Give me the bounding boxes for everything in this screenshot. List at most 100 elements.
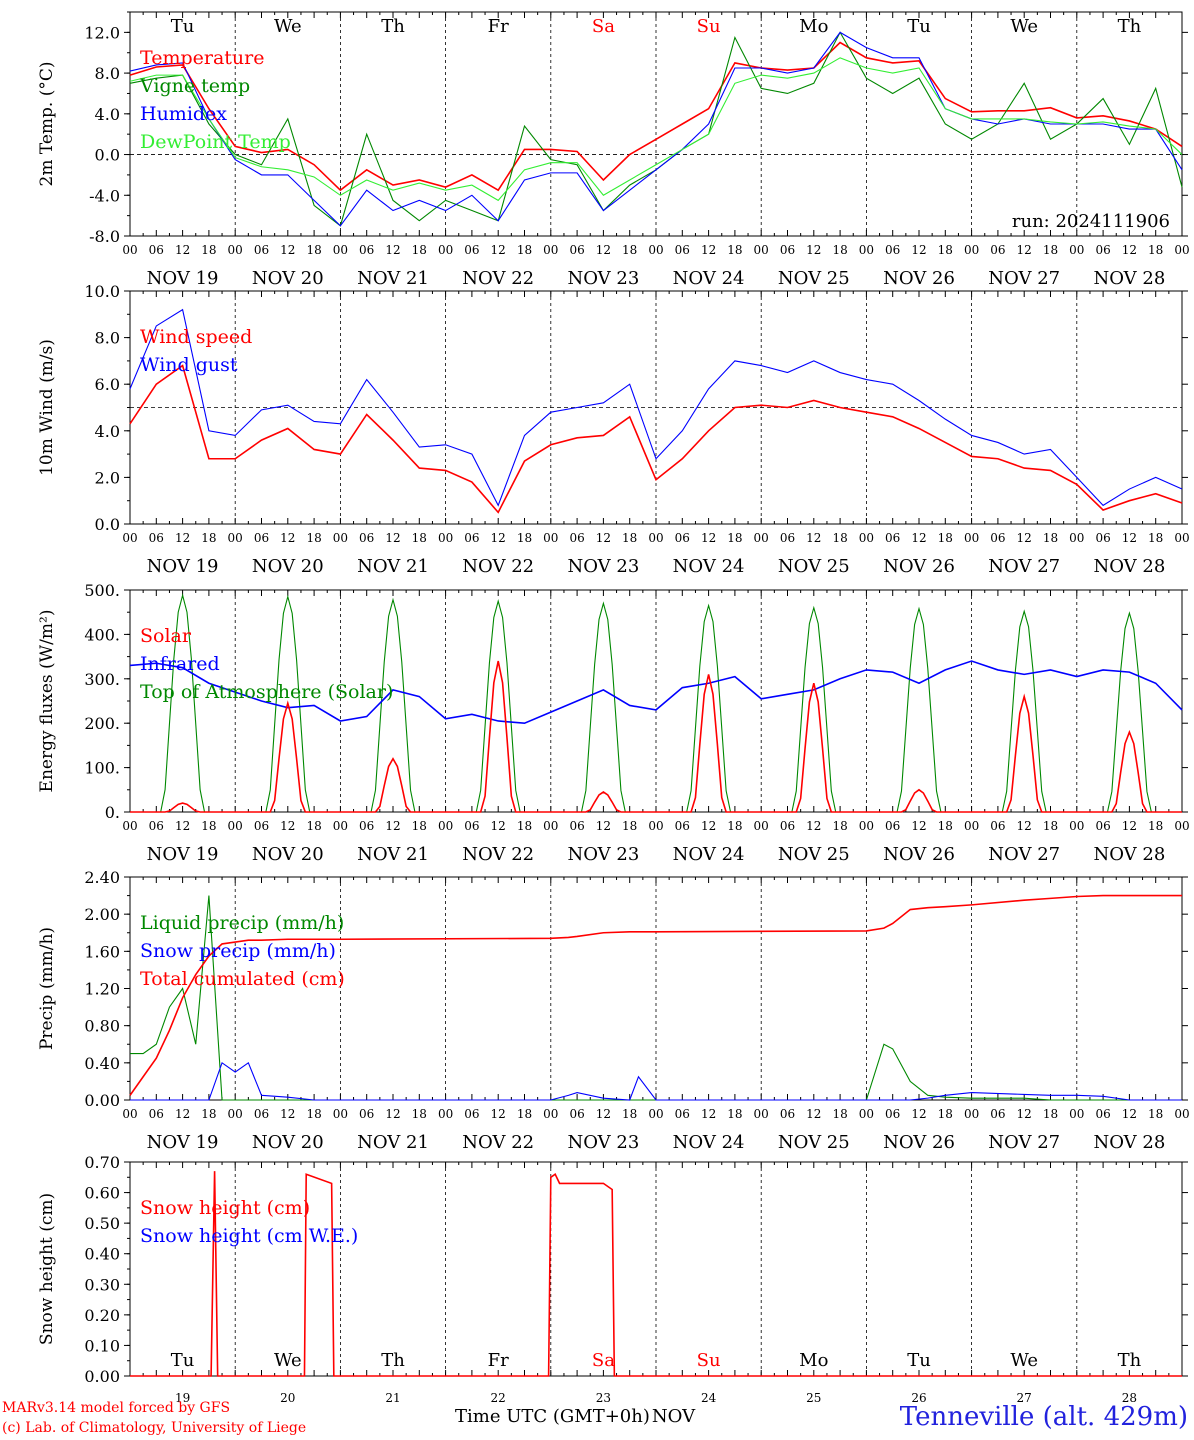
x-hour-label: 06: [359, 531, 374, 545]
series-line: [129, 364, 1183, 514]
y-tick-label: -4.0: [89, 186, 120, 205]
x-hour-label: 12: [1017, 819, 1032, 833]
x-date-label: NOV 27: [988, 556, 1060, 577]
x-date-label: NOV 22: [462, 844, 534, 865]
x-hour-label: 06: [780, 531, 795, 545]
legend-entry: Snow precip (mm/h): [140, 940, 336, 962]
y-tick-label: 4.0: [95, 105, 120, 124]
x-hour-label: 12: [385, 819, 400, 833]
x-date-label: NOV 22: [462, 1132, 534, 1153]
x-hour-label: 00: [438, 1107, 453, 1121]
x-hour-label: 18: [412, 531, 427, 545]
x-hour-label: 18: [832, 243, 847, 257]
x-hour-label: 00: [543, 819, 558, 833]
x-hour-label: 12: [596, 531, 611, 545]
x-hour-label: 12: [806, 1107, 821, 1121]
x-hour-label: 12: [596, 243, 611, 257]
x-hour-label: 18: [201, 243, 216, 257]
x-hour-label: 06: [569, 1107, 584, 1121]
x-hour-label: 00: [964, 531, 979, 545]
x-hour-label: 12: [491, 243, 506, 257]
x-hour-label: 18: [306, 819, 321, 833]
x-hour-label: 18: [727, 1107, 742, 1121]
weekday-label: Fr: [488, 1350, 509, 1371]
legend-entry: Vigne temp: [139, 75, 250, 97]
series-line: [129, 31, 1183, 227]
x-date-label: NOV 25: [778, 268, 850, 289]
x-hour-label: 00: [1069, 531, 1084, 545]
x-hour-label: 06: [885, 819, 900, 833]
weekday-label: Th: [381, 16, 405, 37]
x-day-number: 24: [701, 1391, 717, 1405]
legend-entry: Solar: [140, 625, 192, 647]
x-hour-label: 00: [859, 819, 874, 833]
x-date-label: NOV 25: [778, 844, 850, 865]
x-hour-label: 06: [990, 243, 1005, 257]
x-hour-label: 06: [149, 531, 164, 545]
x-hour-label: 06: [254, 1107, 269, 1121]
weekday-label: Sa: [592, 16, 615, 37]
x-hour-label: 00: [333, 819, 348, 833]
x-day-number: 25: [806, 1391, 821, 1405]
x-day-number: 20: [280, 1391, 295, 1405]
x-day-number: 26: [911, 1391, 926, 1405]
x-hour-label: 12: [911, 1107, 926, 1121]
x-hour-label: 18: [1148, 1107, 1163, 1121]
x-hour-label: 18: [1148, 819, 1163, 833]
x-hour-label: 00: [122, 243, 137, 257]
x-hour-label: 00: [543, 243, 558, 257]
x-hour-label: 00: [1174, 243, 1189, 257]
x-hour-label: 06: [1095, 1107, 1110, 1121]
x-hour-label: 00: [859, 1107, 874, 1121]
y-tick-label: 6.0: [95, 375, 120, 394]
y-tick-label: 0.60: [84, 1184, 120, 1203]
x-hour-label: 06: [675, 243, 690, 257]
legend-entry: Temperature: [140, 47, 264, 69]
x-hour-label: 12: [1122, 1107, 1137, 1121]
x-day-number: 21: [385, 1391, 400, 1405]
x-date-label: NOV 27: [988, 268, 1060, 289]
y-tick-label: 4.0: [95, 422, 120, 441]
x-hour-label: 06: [254, 243, 269, 257]
x-hour-label: 06: [990, 1107, 1005, 1121]
x-date-label: NOV 20: [252, 268, 324, 289]
x-hour-label: 00: [228, 531, 243, 545]
y-tick-label: 0.00: [84, 1091, 120, 1110]
weekday-label: Th: [381, 1350, 405, 1371]
x-hour-label: 12: [175, 1107, 190, 1121]
weekday-label: We: [274, 16, 302, 37]
x-hour-label: 12: [701, 1107, 716, 1121]
x-hour-label: 12: [1017, 243, 1032, 257]
x-date-label: NOV 20: [252, 556, 324, 577]
weekday-label: Th: [1118, 16, 1142, 37]
x-hour-label: 00: [1069, 1107, 1084, 1121]
y-tick-label: 100.: [84, 759, 120, 778]
x-date-label: NOV 20: [252, 1132, 324, 1153]
weekday-label: Sa: [592, 1350, 615, 1371]
y-tick-label: 8.0: [95, 64, 120, 83]
x-hour-label: 18: [517, 819, 532, 833]
x-date-label: NOV 22: [462, 556, 534, 577]
x-hour-label: 12: [1122, 243, 1137, 257]
x-hour-label: 12: [280, 531, 295, 545]
x-date-label: NOV 23: [567, 1132, 639, 1153]
x-date-label: NOV 21: [357, 556, 429, 577]
x-hour-label: 06: [569, 531, 584, 545]
x-hour-label: 06: [149, 1107, 164, 1121]
y-tick-label: 2.0: [95, 468, 120, 487]
x-date-label: NOV 28: [1093, 268, 1165, 289]
x-hour-label: 12: [1017, 531, 1032, 545]
x-hour-label: 06: [359, 1107, 374, 1121]
x-hour-label: 12: [491, 531, 506, 545]
x-axis-label: Time UTC (GMT+0h) NOV: [455, 1406, 696, 1427]
y-tick-label: 0.50: [84, 1214, 120, 1233]
x-hour-label: 18: [517, 1107, 532, 1121]
weekday-label: Tu: [907, 16, 931, 37]
x-hour-label: 00: [438, 531, 453, 545]
x-hour-label: 12: [491, 819, 506, 833]
x-date-label: NOV 21: [357, 268, 429, 289]
y-tick-label: 500.: [84, 581, 120, 600]
legend-entry: Infrared: [140, 653, 220, 675]
x-hour-label: 12: [385, 531, 400, 545]
run-annotation: run: 2024111906: [1012, 211, 1170, 232]
